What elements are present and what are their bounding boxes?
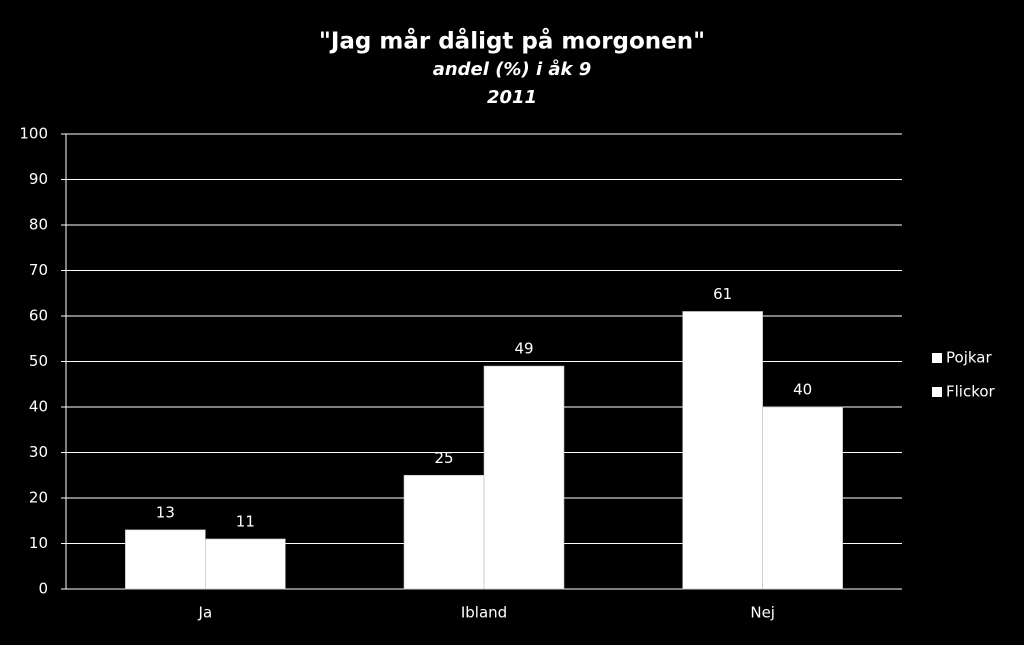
bar: [682, 311, 763, 590]
value-label: 61: [713, 285, 732, 303]
y-tick-label: 0: [38, 580, 48, 598]
x-tick-label: Ja: [198, 604, 213, 622]
value-label: 25: [434, 449, 453, 467]
y-tick-label: 20: [29, 489, 48, 507]
y-tick-label: 90: [29, 170, 48, 188]
bar: [205, 538, 286, 590]
legend-swatch: [932, 353, 942, 363]
y-tick-label: 30: [29, 443, 48, 461]
y-tick-label: 60: [29, 307, 48, 325]
x-tick-label: Nej: [750, 604, 775, 622]
legend-swatch: [932, 387, 942, 397]
value-label: 11: [236, 512, 255, 530]
chart-title: "Jag mår dåligt på morgonen": [319, 28, 705, 55]
bar: [403, 474, 485, 590]
value-label: 40: [793, 381, 812, 399]
value-label: 13: [156, 503, 175, 521]
legend-label: Pojkar: [946, 349, 992, 367]
y-tick-label: 100: [19, 125, 48, 143]
y-tick-label: 10: [29, 534, 48, 552]
y-tick-label: 80: [29, 216, 48, 234]
bar: [483, 365, 565, 590]
y-tick-label: 50: [29, 352, 48, 370]
chart-subtitle: 2011: [487, 87, 537, 108]
value-label: 49: [514, 340, 533, 358]
bar: [125, 529, 206, 590]
legend-label: Flickor: [946, 383, 996, 401]
y-tick-label: 70: [29, 261, 48, 279]
x-tick-label: Ibland: [461, 604, 507, 622]
bar: [762, 406, 843, 590]
chart-subtitle: andel (%) i åk 9: [433, 59, 592, 80]
y-tick-label: 40: [29, 398, 48, 416]
